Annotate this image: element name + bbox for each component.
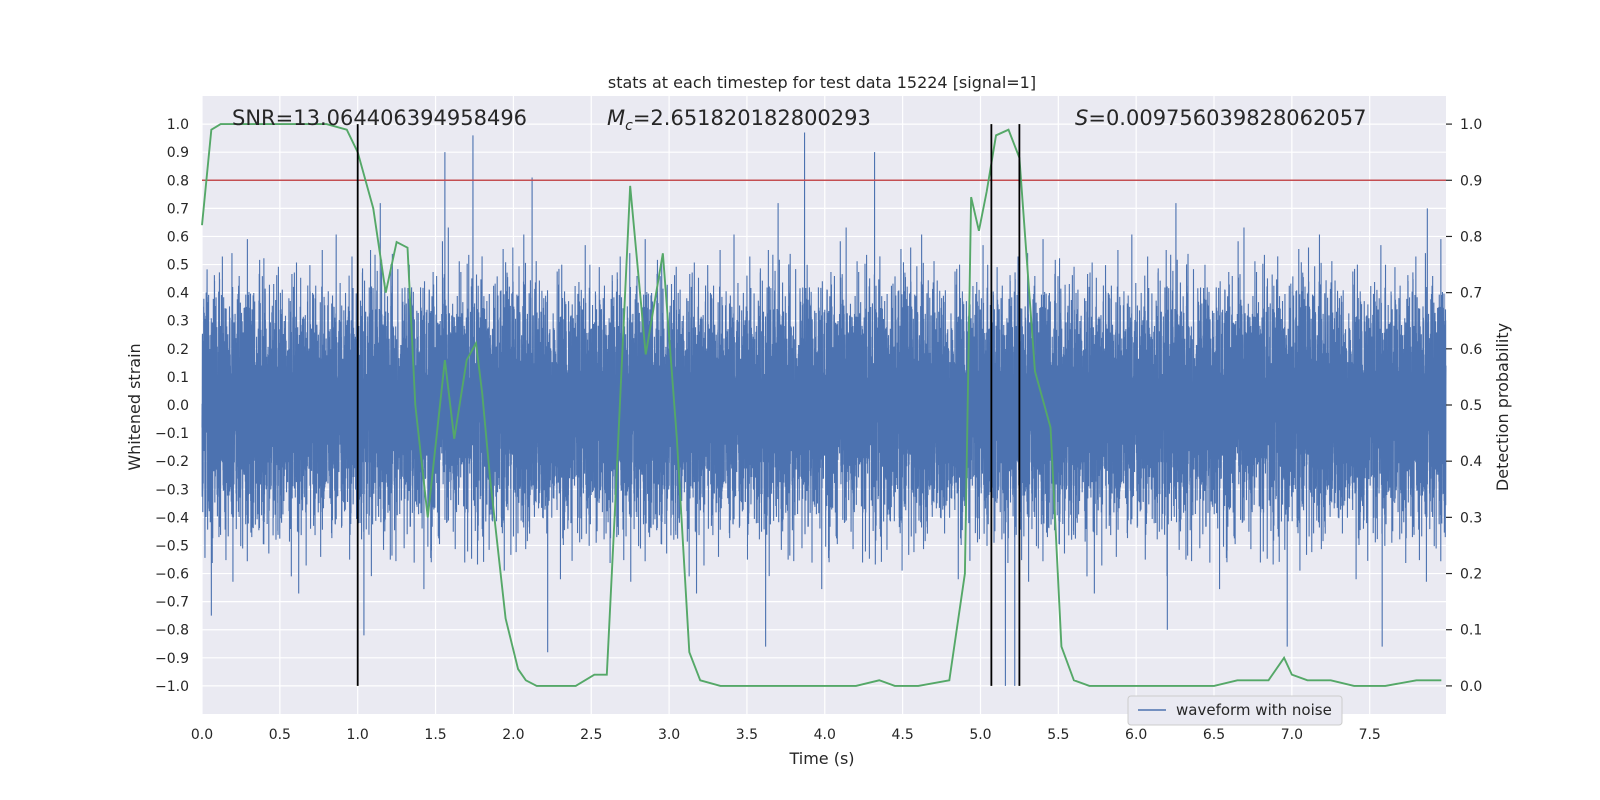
x-tick-label: 0.5 [269,727,291,743]
y-left-tick-label: 0.0 [167,398,189,414]
y-left-tick-label: −0.1 [155,426,189,442]
x-tick-label: 2.5 [580,727,602,743]
y-right-tick-label: 0.5 [1460,398,1482,414]
x-tick-label: 1.5 [424,727,446,743]
chart-title: stats at each timestep for test data 152… [608,73,1036,92]
x-tick-label: 7.0 [1281,727,1303,743]
y-right-tick-label: 0.8 [1460,229,1482,245]
x-tick-label: 2.0 [502,727,524,743]
x-tick-label: 6.0 [1125,727,1147,743]
x-tick-label: 3.0 [658,727,680,743]
y-left-tick-label: −0.7 [155,595,189,611]
y-left-tick-label: 0.8 [167,173,189,189]
y-left-tick-label: 0.7 [167,201,189,217]
y-left-tick-label: 1.0 [167,117,189,133]
y-right-tick-label: 0.2 [1460,567,1482,583]
s-symbol: S [1075,106,1088,130]
x-tick-label: 4.0 [814,727,836,743]
y-left-tick-label: −1.0 [155,679,189,695]
s-annotation: S=0.009756039828062057 [1075,106,1366,130]
y-left-tick-label: 0.4 [167,286,189,302]
x-tick-label: 5.0 [969,727,991,743]
chirp-mass-annotation: Mc=2.651820182800293 [607,106,871,134]
y-right-tick-label: 1.0 [1460,117,1482,133]
x-tick-label: 0.0 [191,727,213,743]
y-left-tick-label: 0.3 [167,314,189,330]
y-left-tick-label: 0.5 [167,258,189,274]
y-left-tick-label: −0.5 [155,538,189,554]
y-left-tick-label: 0.2 [167,342,189,358]
y-left-tick-label: −0.2 [155,454,189,470]
probability-line [201,123,1442,687]
y-right-tick-label: 0.3 [1460,510,1482,526]
x-tick-label: 5.5 [1047,727,1069,743]
y-left-tick-label: −0.6 [155,567,189,583]
y-right-tick-label: 0.4 [1460,454,1482,470]
y-right-tick-label: 0.1 [1460,623,1482,639]
x-tick-label: 4.5 [891,727,913,743]
x-tick-label: 1.0 [347,727,369,743]
probability-series [201,123,1442,687]
y-left-tick-label: 0.9 [167,145,189,161]
legend: waveform with noise [1127,695,1343,726]
y-left-tick-label: −0.9 [155,651,189,667]
chirp-mass-subscript: c [625,118,633,134]
x-tick-label: 7.5 [1359,727,1381,743]
chirp-mass-symbol: M [607,106,625,130]
x-tick-label: 6.5 [1203,727,1225,743]
y-left-tick-label: −0.4 [155,510,189,526]
y-left-tick-label: −0.8 [155,623,189,639]
y-right-tick-label: 0.0 [1460,679,1482,695]
y-left-tick-label: 0.6 [167,229,189,245]
y-right-tick-label: 0.9 [1460,173,1482,189]
legend-box [1127,695,1343,726]
y-axis-right-label: Detection probability [1493,323,1512,491]
vertical-markers [356,124,1021,686]
chirp-mass-value: =2.651820182800293 [633,106,871,130]
x-axis-label: Time (s) [788,749,854,768]
y-left-tick-label: 0.1 [167,370,189,386]
y-axis-left-label: Whitened strain [125,343,144,470]
legend-label: waveform with noise [1176,701,1332,719]
x-tick-label: 3.5 [736,727,758,743]
y-right-tick-label: 0.7 [1460,286,1482,302]
snr-annotation: SNR=13.064406394958496 [232,106,527,130]
y-left-tick-label: −0.3 [155,482,189,498]
axis-ticks: 0.0 0.5 1.0 1.5 2.0 2.5 3.0 3.5 4.0 4.5 5.0 5.5 6.0 6… [155,117,1482,743]
s-value: =0.009756039828062057 [1088,106,1366,130]
y-right-tick-label: 0.6 [1460,342,1482,358]
